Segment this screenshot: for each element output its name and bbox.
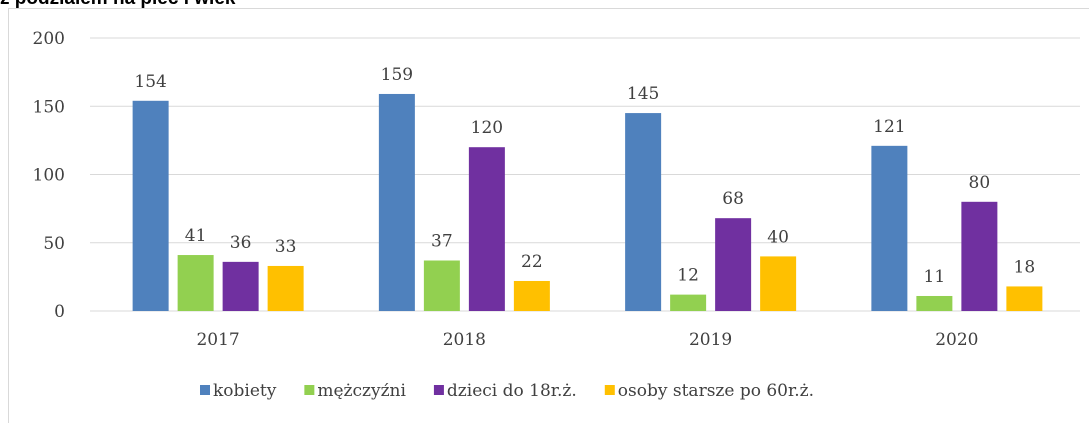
data-label: 11 [924, 267, 946, 287]
data-label: 12 [677, 266, 699, 286]
bar [871, 145, 908, 311]
legend-label: kobiety [213, 381, 277, 401]
x-tick-label: 2019 [689, 330, 732, 350]
data-label: 145 [627, 84, 659, 104]
data-label: 33 [275, 237, 297, 257]
chart-border [8, 8, 1089, 423]
data-label: 37 [431, 231, 453, 251]
y-tick-label: 100 [33, 166, 65, 186]
bar [132, 100, 169, 311]
y-tick-label: 0 [54, 302, 65, 322]
bar [267, 265, 304, 311]
bar [715, 218, 752, 311]
data-label: 22 [521, 252, 543, 272]
data-label: 36 [230, 233, 252, 253]
data-label: 154 [134, 72, 166, 92]
y-tick-label: 200 [33, 29, 65, 49]
y-tick-label: 150 [33, 97, 65, 117]
data-label: 41 [185, 226, 207, 246]
bar [423, 260, 460, 311]
bar [378, 93, 415, 311]
data-label: 159 [381, 65, 413, 85]
legend-label: mężczyźni [317, 381, 406, 401]
legend-swatch [433, 385, 444, 395]
y-tick-label: 50 [43, 234, 65, 254]
data-label: 40 [767, 227, 789, 247]
bar [222, 261, 259, 311]
bar [625, 113, 662, 311]
data-label: 68 [722, 189, 744, 209]
legend-swatch [604, 385, 615, 395]
bar [513, 280, 550, 311]
legend-swatch [200, 385, 210, 395]
bar [670, 294, 707, 311]
bar [177, 255, 214, 311]
legend-label: dzieci do 18r.ż. [447, 381, 577, 401]
bar [916, 295, 953, 311]
bar [760, 256, 797, 311]
legend-swatch [304, 385, 315, 395]
x-tick-label: 2020 [935, 330, 978, 350]
x-tick-label: 2018 [443, 330, 486, 350]
bar [961, 201, 998, 311]
legend-label: osoby starsze po 60r.ż. [618, 381, 814, 401]
bar [1006, 286, 1043, 311]
bar [468, 147, 505, 311]
data-label: 18 [1014, 257, 1036, 277]
x-tick-label: 2017 [196, 330, 239, 350]
data-label: 120 [471, 118, 503, 138]
data-label: 80 [969, 173, 991, 193]
data-label: 121 [873, 117, 905, 137]
chart-title: z podziałem na płeć i wiek [0, 0, 236, 9]
